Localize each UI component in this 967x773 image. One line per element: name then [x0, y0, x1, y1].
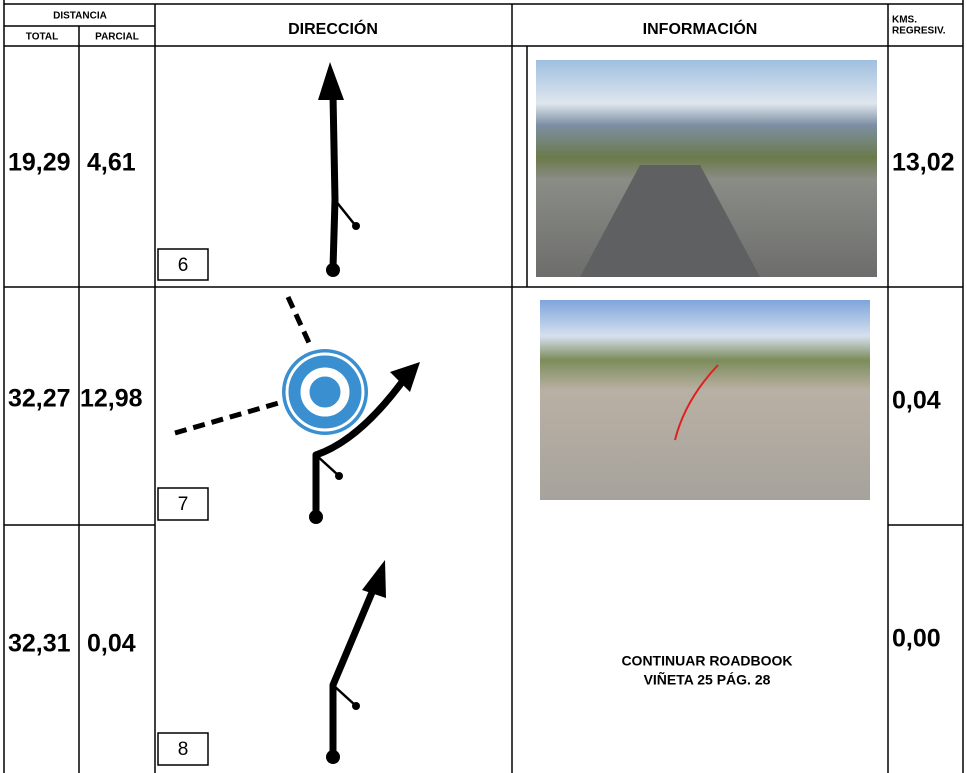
partial: 4,61: [87, 149, 136, 177]
photo: [540, 300, 870, 500]
direction-arrow: [326, 560, 386, 764]
total: 32,27: [8, 385, 71, 413]
box: [157, 732, 209, 766]
kms: 13,02: [892, 149, 955, 177]
photo-route: [674, 364, 719, 441]
photo-road: [580, 165, 760, 277]
box: [157, 248, 209, 281]
table-lines: [3, 0, 964, 773]
partial: 0,04: [87, 630, 136, 658]
header-kms: KMS.: [892, 15, 917, 26]
header-information: INFORMACIÓN: [643, 19, 758, 38]
total: 32,31: [8, 630, 71, 658]
header-partial: PARCIAL: [95, 32, 139, 43]
header-distance: DISTANCIA: [53, 11, 107, 22]
header-direction: DIRECCIÓN: [288, 19, 378, 38]
roundabout-diagram: [174, 295, 420, 524]
box-number: 6: [178, 255, 189, 276]
info-text: CONTINUAR ROADBOOK: [621, 653, 792, 669]
partial: 12,98: [80, 385, 143, 413]
box-number: 8: [178, 739, 189, 760]
kms: 0,00: [892, 625, 941, 653]
header-kms: REGRESIV.: [892, 26, 946, 37]
direction-arrow: [318, 62, 360, 277]
box: [157, 487, 209, 521]
total: 19,29: [8, 149, 71, 177]
box-number: 7: [178, 494, 189, 515]
kms: 0,04: [892, 387, 941, 415]
info-text: VIÑETA 25 PÁG. 28: [644, 671, 771, 688]
header-total: TOTAL: [26, 32, 58, 43]
